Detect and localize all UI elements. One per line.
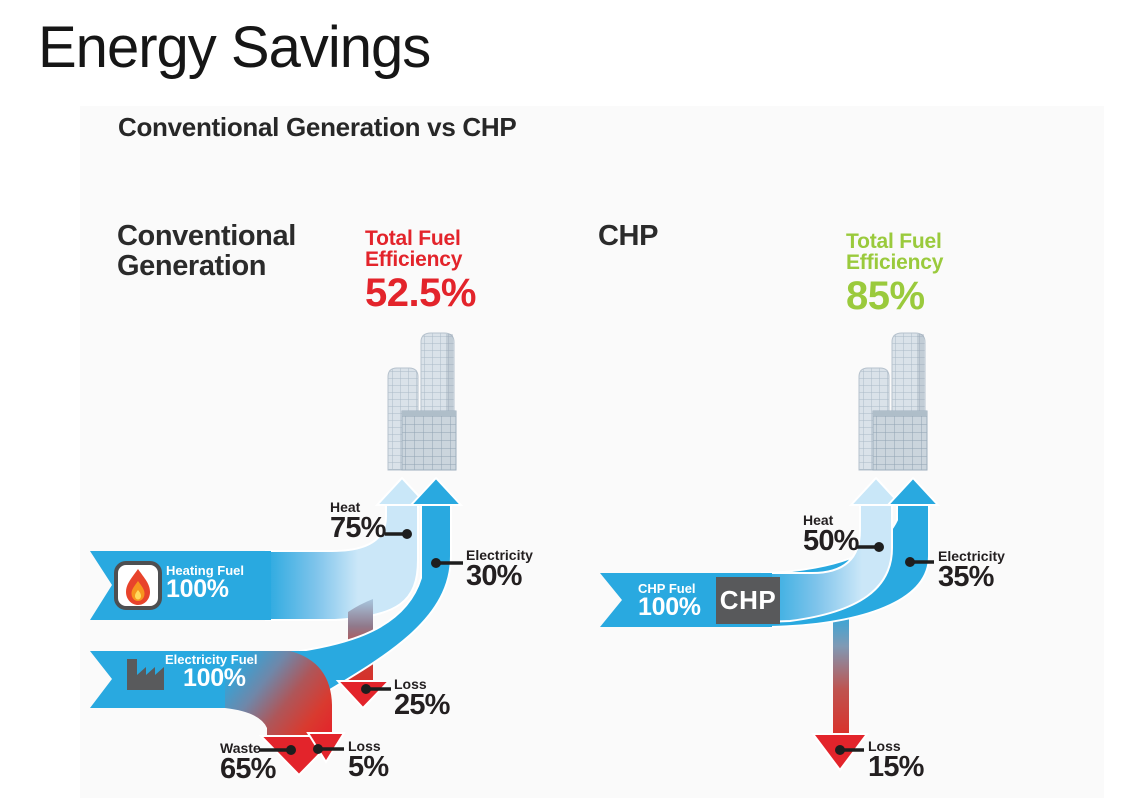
chp-fuel-label: CHP Fuel 100% [638, 581, 701, 621]
heating-fuel-label: Heating Fuel 100% [166, 563, 245, 603]
chp-heat-output-label: Heat 50% [803, 512, 859, 557]
electricity-flow-path [299, 502, 452, 710]
chp-flows [600, 476, 941, 772]
chp-unit-box: CHP [716, 577, 780, 624]
chp-electricity-output-label: Electricity 35% [938, 548, 1005, 593]
electricity-fuel-label: Electricity Fuel 100% [165, 652, 258, 692]
chp-heading: CHP [598, 220, 659, 252]
conventional-flows [90, 476, 464, 777]
building-illustration-chp [858, 332, 928, 471]
conventional-efficiency: Total Fuel Efficiency 52.5% [365, 227, 476, 315]
heat-arrowhead [374, 476, 430, 506]
loss5-output-label: Loss 5% [348, 738, 389, 783]
building-illustration-conventional [387, 332, 457, 471]
heat-output-label: Heat 75% [330, 499, 386, 544]
conventional-efficiency-value: 52.5% [365, 271, 476, 315]
pointer-dots-right [835, 542, 915, 755]
diagram-subtitle: Conventional Generation vs CHP [118, 112, 517, 142]
factory-icon [127, 659, 164, 690]
chp-loss-output-label: Loss 15% [868, 738, 924, 783]
chp-efficiency-value: 85% [846, 274, 925, 318]
chp-heat-arrowhead [848, 476, 904, 506]
chp-loss-stream [833, 610, 849, 736]
waste-flow-path [225, 651, 332, 738]
loss25-output-label: Loss 25% [394, 676, 450, 721]
chp-electricity-arrowhead [885, 476, 941, 506]
conventional-heading: Conventional Generation [117, 220, 296, 282]
pointer-dots-left [286, 529, 441, 755]
electricity-arrowhead [408, 476, 464, 506]
flame-icon [114, 561, 162, 610]
page-title: Energy Savings [38, 15, 431, 80]
electricity-output-label: Electricity 30% [466, 547, 533, 592]
chp-heat-flow-path [761, 502, 893, 624]
waste-output-label: Waste 65% [220, 740, 276, 785]
chp-efficiency: Total Fuel Efficiency 85% [846, 230, 944, 318]
